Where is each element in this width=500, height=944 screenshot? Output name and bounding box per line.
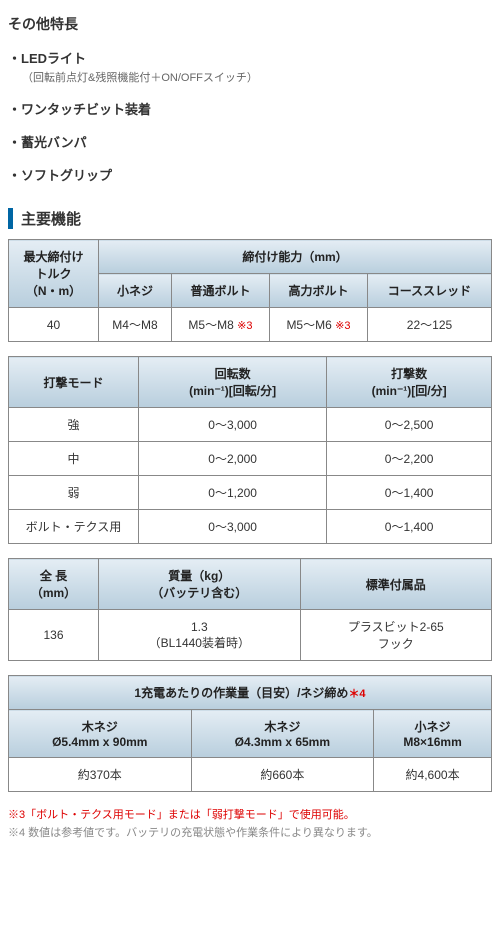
th-col: コーススレッド bbox=[367, 274, 491, 308]
th-col: 小ネジ bbox=[99, 274, 172, 308]
th-torque: 最大締付け トルク （N・m） bbox=[9, 240, 99, 308]
feature-item: ・LEDライト （回転前点灯&残照機能付＋ON/OFFスイッチ） bbox=[8, 48, 492, 85]
feature-label: ・LEDライト bbox=[8, 48, 492, 67]
feature-label: ・蓄光バンパ bbox=[8, 132, 492, 151]
specs-table-charge: 1充電あたりの作業量（目安）/ネジ締め＊4 木ネジ Ø5.4mm x 90mm … bbox=[8, 675, 492, 792]
table-row: 中0～2,0000～2,200 bbox=[9, 442, 492, 476]
table-row: 弱0～1,2000～1,400 bbox=[9, 476, 492, 510]
table-row: 136 1.3 （BL1440装着時） プラスビット2-65 フック bbox=[9, 610, 492, 661]
footnotes: ※3「ボルト・テクス用モード」または「弱打撃モード」で使用可能。 ※4 数値は参… bbox=[8, 806, 492, 840]
footnote: ※4 数値は参考値です。バッテリの充電状態や作業条件により異なります。 bbox=[8, 824, 492, 840]
th-capacity: 締付け能力（mm） bbox=[99, 240, 492, 274]
td-torque: 40 bbox=[9, 308, 99, 342]
th-col: 回転数 (min⁻¹)[回転/分] bbox=[139, 357, 327, 408]
feature-item: ・ワンタッチビット装着 bbox=[8, 99, 492, 118]
td-val: M5～M8 ※3 bbox=[171, 308, 269, 342]
specs-table-dimensions: 全 長 （mm） 質量（kg） （バッテリ含む） 標準付属品 136 1.3 （… bbox=[8, 558, 492, 661]
features-title: その他特長 bbox=[8, 14, 492, 34]
feature-item: ・ソフトグリップ bbox=[8, 165, 492, 184]
specs-table-capacity: 最大締付け トルク （N・m） 締付け能力（mm） 小ネジ 普通ボルト 高力ボル… bbox=[8, 239, 492, 342]
th-col: 木ネジ Ø4.3mm x 65mm bbox=[191, 710, 374, 758]
th-col: 標準付属品 bbox=[300, 559, 491, 610]
specs-table-modes: 打撃モード 回転数 (min⁻¹)[回転/分] 打撃数 (min⁻¹)[回/分]… bbox=[8, 356, 492, 544]
th-col: 打撃モード bbox=[9, 357, 139, 408]
th-col: 全 長 （mm） bbox=[9, 559, 99, 610]
feature-sub: （回転前点灯&残照機能付＋ON/OFFスイッチ） bbox=[22, 69, 492, 85]
td-val: M5～M6 ※3 bbox=[269, 308, 367, 342]
table-row: 強0～3,0000～2,500 bbox=[9, 408, 492, 442]
feature-label: ・ワンタッチビット装着 bbox=[8, 99, 492, 118]
th-col: 木ネジ Ø5.4mm x 90mm bbox=[9, 710, 192, 758]
table-row: ボルト・テクス用0～3,0000～1,400 bbox=[9, 510, 492, 544]
footnote: ※3「ボルト・テクス用モード」または「弱打撃モード」で使用可能。 bbox=[8, 806, 492, 822]
th-col: 高力ボルト bbox=[269, 274, 367, 308]
td-val: 22～125 bbox=[367, 308, 491, 342]
th-col: 小ネジ M8×16mm bbox=[374, 710, 492, 758]
th-col: 質量（kg） （バッテリ含む） bbox=[99, 559, 301, 610]
table-row: 約370本 約660本 約4,600本 bbox=[9, 758, 492, 792]
th-col: 普通ボルト bbox=[171, 274, 269, 308]
th-title: 1充電あたりの作業量（目安）/ネジ締め＊4 bbox=[9, 676, 492, 710]
th-col: 打撃数 (min⁻¹)[回/分] bbox=[327, 357, 492, 408]
feature-item: ・蓄光バンパ bbox=[8, 132, 492, 151]
specs-header: 主要機能 bbox=[8, 208, 492, 229]
td-val: M4～M8 bbox=[99, 308, 172, 342]
feature-label: ・ソフトグリップ bbox=[8, 165, 492, 184]
